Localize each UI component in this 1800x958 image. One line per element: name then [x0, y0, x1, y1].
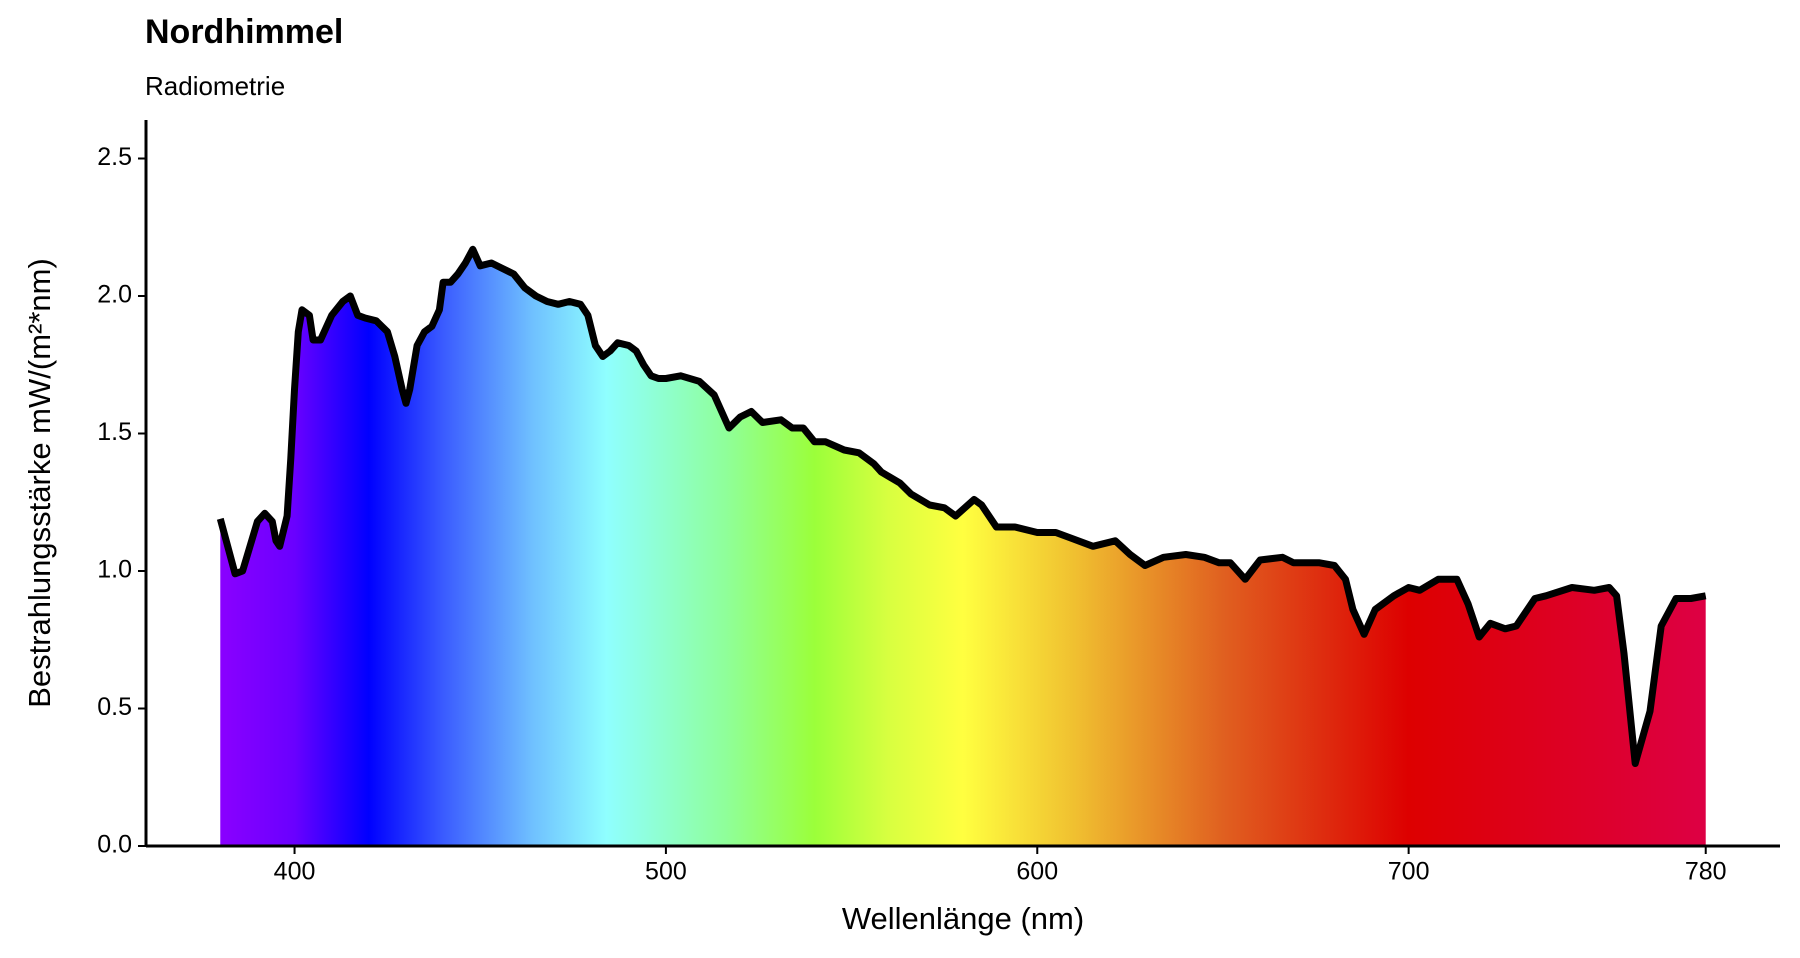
x-axis-title: Wellenlänge (nm)	[842, 901, 1084, 936]
line	[216, 245, 1707, 767]
y-axis-title: Bestrahlungsstärke mW/(m²*nm)	[22, 258, 57, 708]
x-tick-label: 700	[1388, 858, 1430, 886]
y-tick-label: 0.0	[97, 831, 132, 859]
chart-subtitle: Radiometrie	[145, 71, 285, 101]
y-tick-label: 2.5	[97, 143, 132, 171]
x-tick-label: 500	[645, 858, 687, 886]
area	[220, 249, 1706, 847]
y-tick-label: 2.0	[97, 281, 132, 309]
y-tick-label: 1.5	[97, 418, 132, 446]
x-tick-label: 780	[1685, 858, 1727, 886]
x-tick-label: 600	[1016, 858, 1058, 886]
y-tick-label: 0.5	[97, 693, 132, 721]
x-tick-label: 400	[274, 858, 316, 886]
y-tick-label: 1.0	[97, 556, 132, 584]
chart-title: Nordhimmel	[145, 13, 343, 51]
